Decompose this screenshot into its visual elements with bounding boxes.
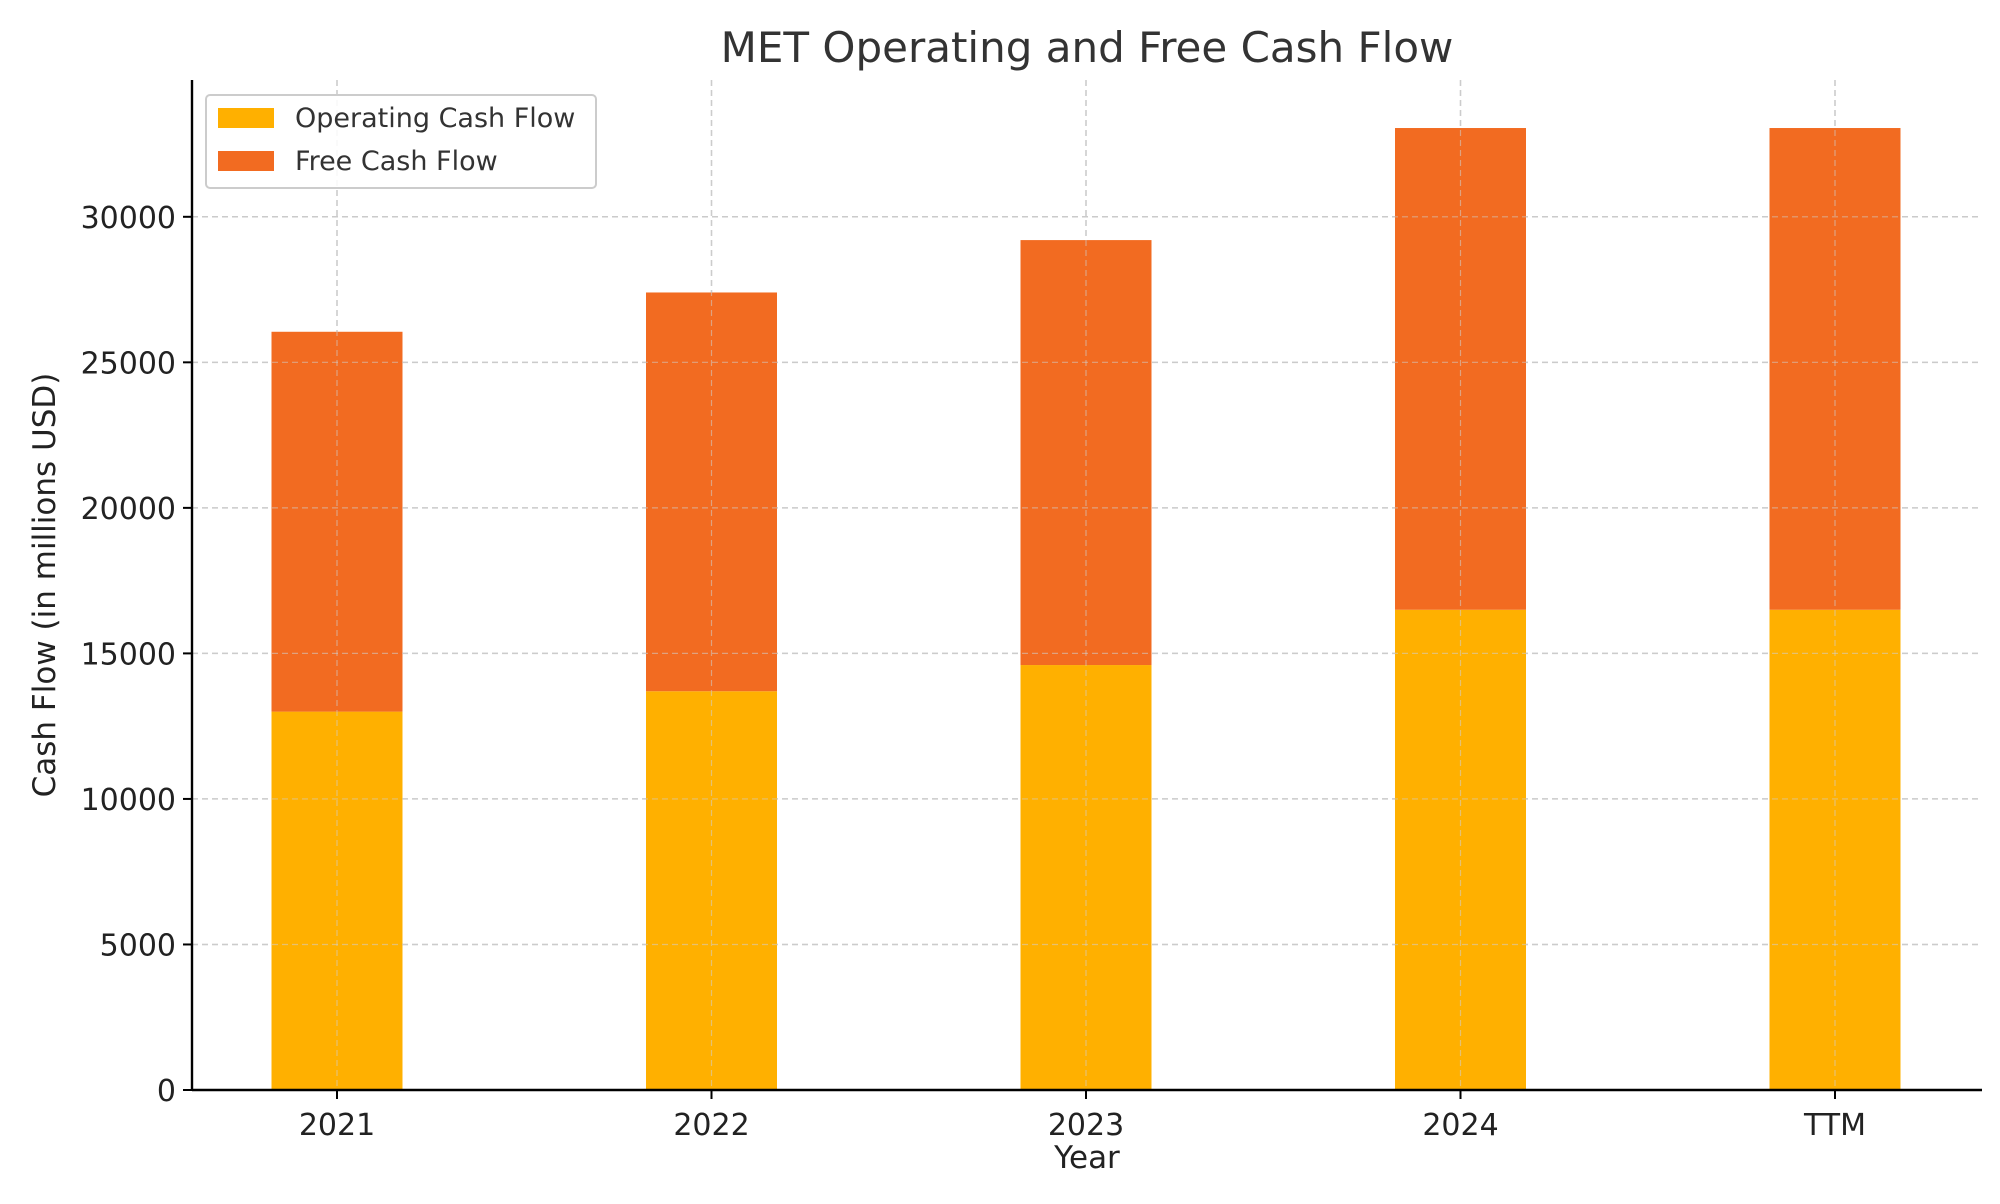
bar-free-cash-flow-ttm xyxy=(1769,128,1901,610)
chart-title: MET Operating and Free Cash Flow xyxy=(721,23,1454,72)
x-tick-label: 2022 xyxy=(673,1108,749,1143)
bars xyxy=(192,80,1982,1090)
bar-operating-cash-flow-ttm xyxy=(1769,609,1901,1090)
x-tick-label: 2021 xyxy=(299,1108,375,1143)
x-axis-label: Year xyxy=(1053,1140,1120,1176)
y-axis-label: Cash Flow (in millions USD) xyxy=(27,373,63,798)
legend-swatch-free-cash-flow xyxy=(218,151,274,171)
x-tick-label: TTM xyxy=(1803,1108,1866,1143)
y-tick-label: 5000 xyxy=(100,928,176,963)
y-tick-label: 10000 xyxy=(81,783,176,818)
y-tick-label: 15000 xyxy=(81,637,176,672)
y-tick-label: 20000 xyxy=(81,492,176,527)
legend-box xyxy=(205,94,597,189)
bar-operating-cash-flow-2023 xyxy=(1020,665,1152,1090)
bar-operating-cash-flow-2024 xyxy=(1395,609,1526,1090)
y-tick-label: 30000 xyxy=(81,201,176,236)
legend-label-free-cash-flow: Free Cash Flow xyxy=(295,146,498,177)
legend-swatch-operating-cash-flow xyxy=(218,108,274,128)
ticks: 0 5000 10000 15000 20000 25000 30000 2021 2022 20… xyxy=(81,201,1866,1143)
x-tick-label: 2024 xyxy=(1422,1108,1498,1143)
y-tick-label: 25000 xyxy=(81,346,176,381)
legend-label-operating-cash-flow: Operating Cash Flow xyxy=(295,103,575,134)
legend: Operating Cash Flow Free Cash Flow xyxy=(205,94,597,189)
bar-free-cash-flow-2024 xyxy=(1395,128,1526,610)
x-tick-label: 2023 xyxy=(1048,1108,1124,1143)
y-tick-label: 0 xyxy=(157,1074,176,1109)
